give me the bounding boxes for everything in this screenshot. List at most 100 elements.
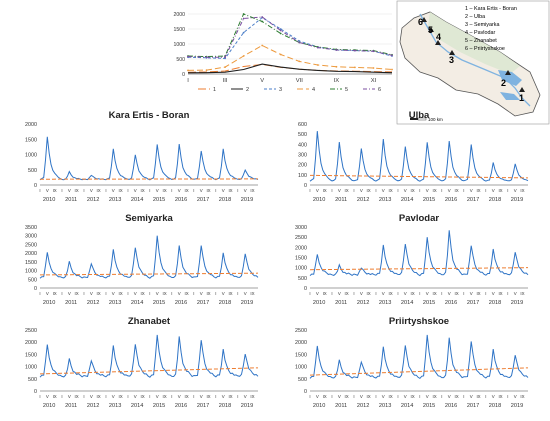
month-tick-label: I	[309, 394, 310, 399]
series-line-3	[187, 16, 393, 59]
data-point	[187, 55, 189, 58]
basin-sub-region	[428, 12, 520, 74]
data-point	[261, 44, 264, 47]
series-line-5	[187, 13, 393, 58]
month-tick-label: I	[171, 188, 172, 193]
observed-line	[309, 131, 529, 182]
year-label: 2019	[511, 403, 523, 409]
x-tick-label: VII	[296, 78, 303, 84]
month-tick-label: I	[441, 188, 442, 193]
y-tick-label: 0	[182, 72, 185, 78]
scale-label: 100 km	[428, 117, 443, 122]
y-tick-label: 1000	[295, 365, 307, 371]
month-tick-label: V	[382, 394, 385, 399]
month-tick-label: IX	[184, 188, 188, 193]
y-tick-label: 0	[304, 183, 307, 189]
month-tick-label: V	[492, 291, 495, 296]
year-label: 2011	[65, 197, 77, 203]
year-label: 2014	[131, 197, 143, 203]
month-tick-label: V	[46, 188, 49, 193]
month-tick-label: IX	[53, 291, 57, 296]
x-tick-label: XI	[371, 78, 377, 84]
month-tick-label: V	[316, 394, 319, 399]
year-label: 2019	[241, 197, 253, 203]
data-point	[298, 41, 301, 44]
month-tick-label: I	[485, 188, 486, 193]
month-tick-label: IX	[97, 188, 101, 193]
year-label: 2012	[87, 300, 99, 306]
month-tick-label: V	[514, 291, 517, 296]
data-point	[261, 16, 264, 18]
month-tick-label: V	[178, 188, 181, 193]
y-tick-label: 2500	[295, 328, 307, 334]
y-tick-label: 0	[34, 389, 37, 395]
month-tick-label: I	[237, 291, 238, 296]
month-tick-label: IX	[345, 188, 349, 193]
x-tick-label: V	[260, 78, 264, 84]
legend-label-1: 1	[213, 87, 216, 93]
month-tick-label: I	[105, 188, 106, 193]
year-label: 2016	[175, 403, 187, 409]
month-tick-label: I	[331, 291, 332, 296]
data-point	[335, 49, 338, 51]
irtysh-river	[419, 13, 531, 107]
month-tick-label: I	[105, 394, 106, 399]
month-tick-label: V	[244, 188, 247, 193]
y-tick-label: 1500	[295, 352, 307, 358]
y-tick-label: 1500	[25, 137, 37, 143]
reservoir-lower	[500, 92, 520, 100]
month-tick-label: V	[178, 291, 181, 296]
month-tick-label: V	[426, 394, 429, 399]
station-marker-6: 6	[418, 17, 427, 27]
y-tick-label: 500	[28, 377, 37, 383]
scale-segment	[417, 117, 427, 121]
y-tick-label: 2000	[25, 251, 37, 257]
map-scale-bar: 100 km	[410, 117, 443, 122]
series-line-4	[187, 44, 393, 71]
y-tick-label: 2000	[25, 122, 37, 128]
year-label: 2017	[467, 403, 479, 409]
month-tick-label: IX	[498, 188, 502, 193]
y-tick-label: 2000	[295, 245, 307, 251]
legend-label-6: 6	[378, 87, 381, 93]
month-tick-label: I	[149, 188, 150, 193]
month-tick-label: V	[426, 291, 429, 296]
data-point	[261, 20, 264, 23]
month-tick-label: I	[507, 291, 508, 296]
data-point	[335, 65, 338, 68]
station-label-3: 3	[449, 55, 454, 65]
month-tick-label: IX	[345, 291, 349, 296]
trend-line	[309, 174, 529, 179]
month-tick-label: IX	[119, 188, 123, 193]
y-tick-label: 2500	[295, 235, 307, 241]
y-tick-label: 1000	[25, 153, 37, 159]
data-point	[242, 55, 245, 57]
month-tick-label: I	[353, 188, 354, 193]
year-label: 2010	[43, 300, 55, 306]
month-tick-label: V	[404, 394, 407, 399]
y-tick-label: 3000	[25, 234, 37, 240]
month-tick-label: I	[507, 394, 508, 399]
month-tick-label: IX	[411, 291, 415, 296]
data-point	[372, 50, 375, 53]
month-tick-label: I	[419, 394, 420, 399]
year-label: 2011	[335, 300, 347, 306]
month-tick-label: I	[485, 291, 486, 296]
year-label: 2017	[467, 300, 479, 306]
station-marker-2: 2	[501, 70, 511, 88]
month-tick-label: V	[46, 394, 49, 399]
map-legend-item: 5 – Zhanabet	[465, 38, 497, 44]
month-tick-label: IX	[141, 394, 145, 399]
observed-line	[309, 230, 529, 277]
observed-line	[39, 136, 259, 181]
month-tick-label: V	[200, 394, 203, 399]
month-tick-label: V	[112, 188, 115, 193]
month-tick-label: I	[171, 394, 172, 399]
map-legend-item: 2 – Ulba	[465, 14, 485, 20]
month-tick-label: IX	[228, 188, 232, 193]
data-point	[298, 40, 301, 42]
month-tick-label: V	[492, 188, 495, 193]
month-tick-label: IX	[97, 291, 101, 296]
year-label: 2018	[219, 403, 231, 409]
